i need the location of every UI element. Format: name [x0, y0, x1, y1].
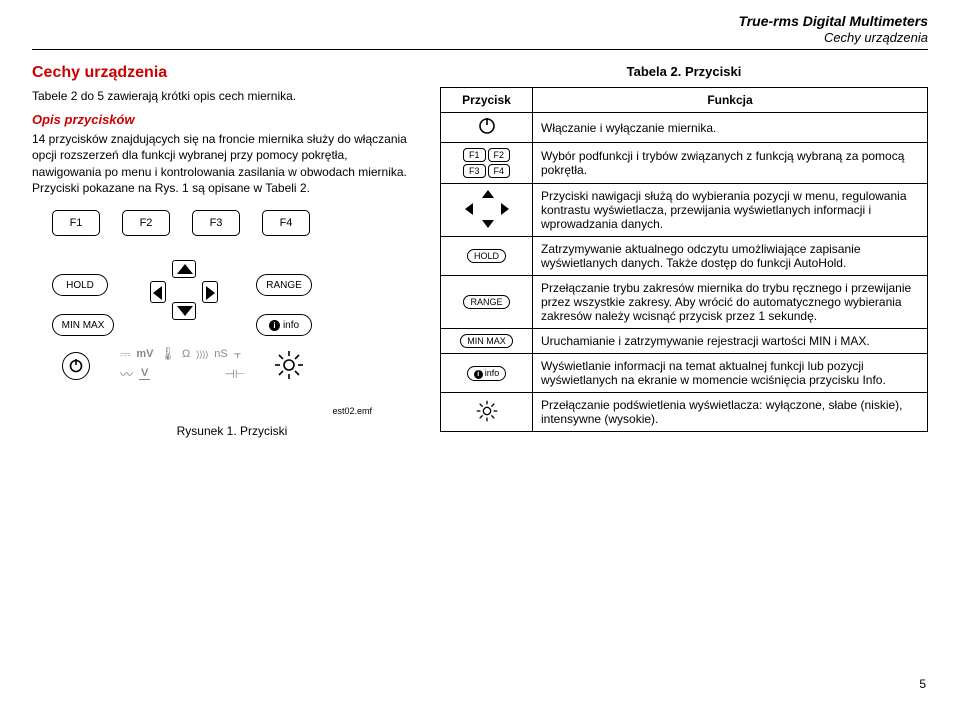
cell-bright-desc: Przełączanie podświetlenia wyświetlacza:… [533, 393, 928, 432]
cell-range-desc: Przełączanie trybu zakresów miernika do … [533, 276, 928, 329]
cell-power-icon [441, 113, 533, 143]
range-button: RANGE [256, 274, 312, 296]
up-arrow-icon [172, 260, 196, 278]
page-number: 5 [919, 677, 926, 691]
body-text: 14 przycisków znajdujących się na fronci… [32, 131, 412, 196]
cell-fkeys-icon: F1F2 F3F4 [441, 143, 533, 184]
cell-fkeys-desc: Wybór podfunkcji i trybów związanych z f… [533, 143, 928, 184]
col-function: Funkcja [533, 88, 928, 113]
table-title: Tabela 2. Przyciski [440, 64, 928, 79]
figure-caption: Rysunek 1. Przyciski [52, 424, 412, 438]
section-title: Cechy urządzenia [32, 64, 412, 82]
info-icon: i [269, 320, 280, 331]
f3-button: F3 [192, 210, 240, 236]
arrow-cluster [150, 260, 218, 334]
down-arrow-icon [172, 302, 196, 320]
f2-button: F2 [122, 210, 170, 236]
cell-range-icon: RANGE [441, 276, 533, 329]
cell-minmax-desc: Uruchamianie i zatrzymywanie rejestracji… [533, 329, 928, 354]
brightness-icon [274, 350, 304, 380]
divider [32, 49, 928, 50]
mode-glyphs: ⎓ mV 🌡 Ω )))) nS ⫟ [120, 346, 241, 362]
doc-subtitle: Cechy urządzenia [32, 30, 928, 47]
f4-button: F4 [262, 210, 310, 236]
cell-hold-desc: Zatrzymywanie aktualnego odczytu umożliw… [533, 237, 928, 276]
power-icon [62, 352, 90, 380]
cell-hold-icon: HOLD [441, 237, 533, 276]
cell-info-desc: Wyświetlanie informacji na temat aktualn… [533, 354, 928, 393]
doc-title: True-rms Digital Multimeters [32, 12, 928, 30]
cell-nav-icon [441, 184, 533, 237]
cell-nav-desc: Przyciski nawigacji służą do wybierania … [533, 184, 928, 237]
cell-minmax-icon: MIN MAX [441, 329, 533, 354]
f1-button: F1 [52, 210, 100, 236]
cell-info-icon: iinfo [441, 354, 533, 393]
right-arrow-icon [202, 281, 218, 303]
buttons-table: Przycisk Funkcja Włączanie i wyłączanie … [440, 87, 928, 432]
cell-bright-icon [441, 393, 533, 432]
hold-button: HOLD [52, 274, 108, 296]
cell-power-desc: Włączanie i wyłączanie miernika. [533, 113, 928, 143]
info-label: info [283, 320, 299, 331]
mode-glyphs-2: 〰 V ⊣⊢ [120, 364, 245, 383]
subsection-title: Opis przycisków [32, 112, 412, 127]
intro-text: Tabele 2 do 5 zawierają krótki opis cech… [32, 88, 412, 104]
info-button: i info [256, 314, 312, 336]
col-button: Przycisk [441, 88, 533, 113]
minmax-button: MIN MAX [52, 314, 114, 336]
figure-panel: F1 F2 F3 F4 HOLD MIN MAX RANGE i info [52, 210, 412, 438]
left-arrow-icon [150, 281, 166, 303]
